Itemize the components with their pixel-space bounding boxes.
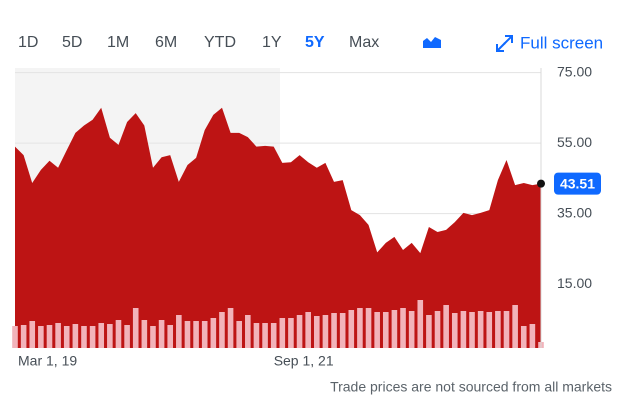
volume-bar — [486, 312, 493, 348]
volume-bar — [426, 315, 432, 348]
volume-bar — [176, 315, 182, 348]
x-tick-label: Sep 1, 21 — [274, 353, 334, 369]
volume-bar — [98, 323, 105, 348]
volume-bar — [400, 308, 406, 348]
range-button[interactable]: Max — [349, 34, 379, 51]
volume-bar — [245, 315, 251, 348]
volume-bar — [89, 326, 96, 348]
volume-bar — [460, 311, 467, 348]
chart-type-icon[interactable] — [423, 37, 441, 48]
volume-bar — [201, 321, 208, 348]
volume-bar — [451, 313, 458, 348]
volume-bar — [331, 313, 337, 348]
volume-bar — [184, 321, 191, 348]
footnote: Trade prices are not sourced from all ma… — [330, 379, 612, 395]
y-tick-label: 35.00 — [557, 204, 592, 220]
full-screen-button[interactable]: Full screen — [520, 33, 603, 52]
volume-bar — [46, 325, 53, 348]
range-button[interactable]: 5D — [62, 34, 82, 51]
volume-bar — [158, 320, 165, 348]
full-screen-icon[interactable] — [496, 35, 513, 52]
volume-bar — [20, 325, 27, 348]
volume-bar — [443, 305, 449, 348]
volume-bar — [236, 321, 242, 348]
volume-bar — [365, 308, 372, 348]
volume-bar — [193, 321, 199, 348]
volume-bar — [408, 311, 415, 348]
volume-bar — [210, 318, 217, 348]
volume-bar — [520, 326, 527, 348]
volume-bar — [348, 310, 355, 348]
volume-bar — [72, 324, 79, 348]
x-tick-label: Mar 1, 19 — [18, 353, 77, 369]
last-price-dot — [537, 179, 545, 188]
range-button[interactable]: 1Y — [262, 34, 282, 51]
volume-bar — [357, 308, 363, 348]
volume-bar — [503, 311, 510, 348]
volume-bar — [115, 320, 122, 348]
volume-bar — [12, 326, 18, 348]
volume-bar — [469, 312, 475, 348]
price-area — [15, 107, 541, 348]
volume-bar — [262, 323, 268, 348]
volume-bar — [29, 321, 36, 348]
volume-bar — [124, 325, 130, 348]
range-button[interactable]: 5Y — [305, 34, 325, 51]
volume-bar — [81, 326, 87, 348]
range-button[interactable]: 6M — [155, 34, 177, 51]
volume-bar — [417, 300, 424, 348]
last-price-label: 43.51 — [560, 175, 595, 191]
last-price-badge — [554, 172, 601, 195]
volume-bar — [374, 312, 380, 348]
range-button[interactable]: 1D — [18, 34, 38, 51]
volume-bar — [296, 315, 303, 348]
y-tick-label: 55.00 — [557, 134, 592, 150]
volume-bar — [382, 312, 389, 348]
volume-bar — [38, 326, 44, 348]
plot — [12, 72, 544, 348]
volume-bar — [477, 311, 484, 348]
volume-bar — [227, 308, 234, 348]
y-tick-label: 15.00 — [557, 275, 592, 291]
volume-bar — [339, 313, 346, 348]
volume-bar — [132, 308, 139, 348]
volume-bar — [55, 323, 61, 348]
volume-bar — [270, 323, 277, 348]
volume-bar — [288, 318, 294, 348]
volume-bar — [314, 316, 320, 348]
volume-bar — [512, 305, 518, 348]
toolbar: 1D 5D 1M 6M YTD 1Y 5Y Max — [18, 34, 379, 51]
volume-bar — [63, 326, 70, 348]
volume-bar — [495, 311, 501, 348]
volume-bar — [167, 325, 174, 348]
volume-bar — [529, 324, 536, 348]
range-button[interactable]: 1M — [107, 34, 129, 51]
volume-bar — [434, 311, 441, 348]
volume-bar — [150, 326, 156, 348]
range-button[interactable]: YTD — [204, 34, 236, 51]
volume-bar — [391, 310, 398, 348]
y-tick-label: 75.00 — [557, 63, 592, 79]
volume-bar — [107, 324, 113, 348]
volume-bar — [322, 315, 329, 348]
volume-bar — [253, 323, 260, 348]
volume-bar — [305, 312, 311, 348]
volume-bar — [219, 312, 225, 348]
volume-bar — [279, 318, 286, 348]
volume-bar — [141, 320, 148, 348]
